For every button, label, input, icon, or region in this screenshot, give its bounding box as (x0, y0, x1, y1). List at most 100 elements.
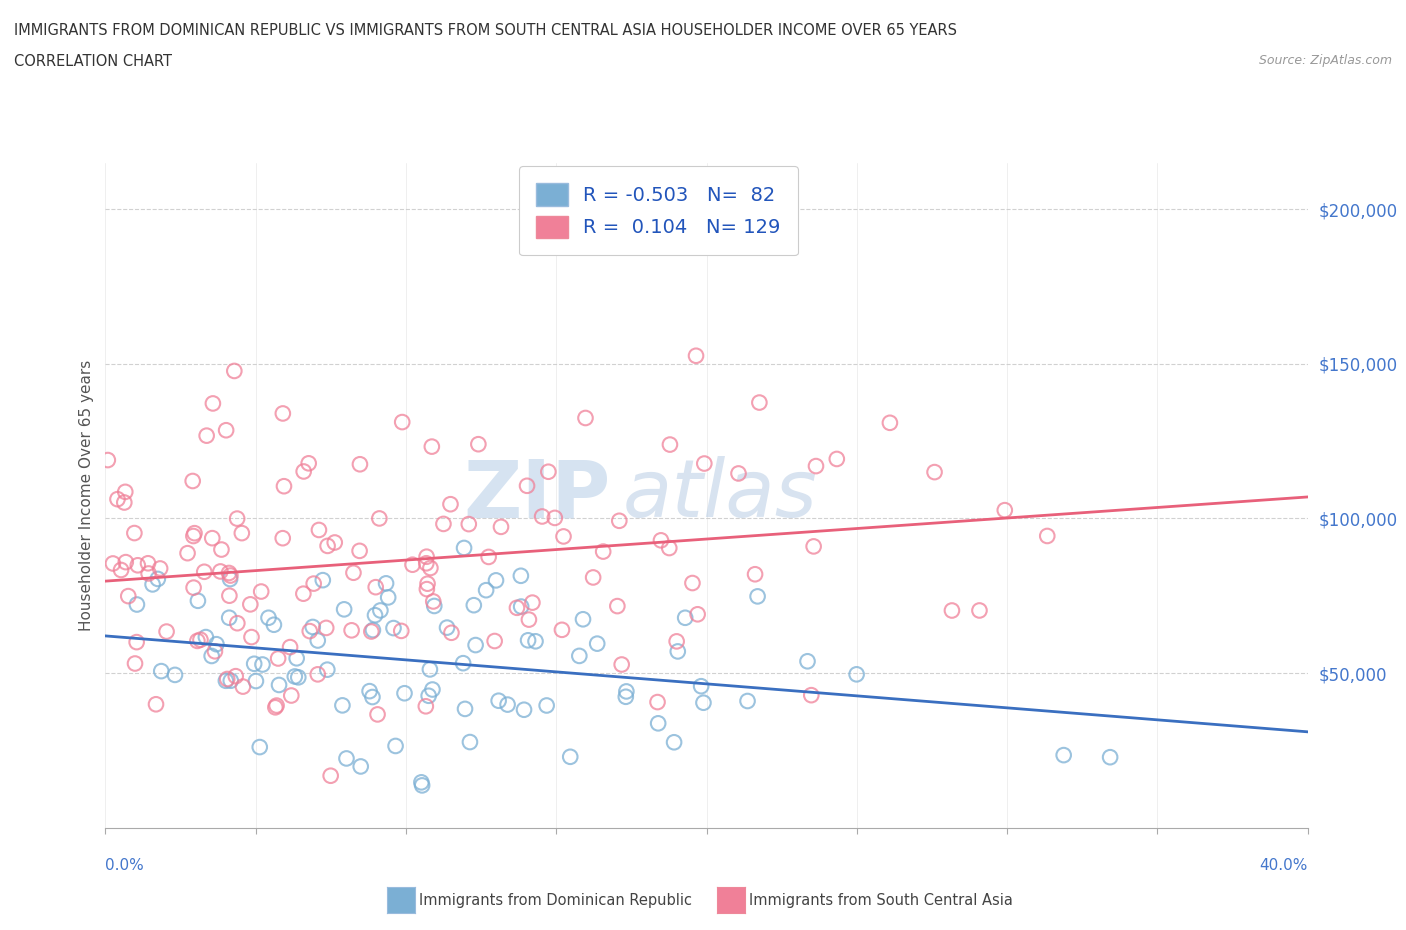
Point (415, 556, 437, 571)
Point (416, 577, 439, 591)
Point (301, 619, 323, 634)
Point (467, 437, 489, 452)
Point (666, 644, 689, 658)
Point (382, 620, 405, 635)
Point (107, 492, 129, 507)
Point (484, 633, 506, 648)
Point (142, 577, 165, 591)
Point (423, 599, 446, 614)
Point (574, 410, 596, 425)
Text: Immigrants from Dominican Republic: Immigrants from Dominican Republic (419, 893, 692, 908)
Point (453, 540, 475, 555)
Point (183, 580, 205, 595)
Point (359, 684, 381, 698)
Point (257, 610, 280, 625)
Point (747, 589, 769, 604)
Point (924, 465, 946, 480)
Point (278, 640, 301, 655)
Point (150, 664, 173, 679)
Point (349, 457, 371, 472)
Point (194, 630, 217, 644)
Point (1099, 750, 1122, 764)
Point (658, 437, 681, 452)
Point (686, 607, 709, 622)
Point (1053, 748, 1076, 763)
Point (308, 523, 330, 538)
Point (586, 636, 609, 651)
Point (271, 406, 294, 421)
Point (110, 563, 132, 578)
Point (391, 415, 413, 430)
Point (267, 678, 290, 693)
Point (537, 464, 560, 479)
Point (489, 520, 512, 535)
Point (510, 599, 533, 614)
Point (209, 564, 232, 578)
Point (690, 679, 713, 694)
Point (273, 479, 295, 494)
Point (249, 739, 271, 754)
Point (218, 589, 240, 604)
Point (458, 735, 481, 750)
Point (292, 464, 315, 479)
Point (307, 633, 329, 648)
Point (478, 550, 501, 565)
Point (292, 586, 315, 601)
Point (673, 610, 696, 625)
Point (284, 669, 307, 684)
Point (250, 584, 273, 599)
Point (364, 607, 387, 622)
Point (551, 622, 574, 637)
Point (333, 602, 356, 617)
Point (302, 577, 325, 591)
Point (803, 539, 825, 554)
Point (117, 589, 139, 604)
Point (114, 554, 136, 569)
Point (124, 525, 146, 540)
Point (800, 687, 823, 702)
Point (418, 688, 440, 703)
Point (298, 624, 321, 639)
Y-axis label: Householder Income Over 65 years: Householder Income Over 65 years (79, 360, 94, 631)
Point (263, 618, 285, 632)
Point (332, 698, 354, 712)
Point (610, 658, 633, 672)
Point (114, 485, 136, 499)
Point (285, 651, 308, 666)
Point (616, 684, 638, 698)
Point (149, 561, 172, 576)
Point (312, 573, 335, 588)
Point (163, 668, 186, 683)
Point (375, 576, 398, 591)
Text: atlas: atlas (623, 457, 817, 534)
Point (605, 232, 627, 247)
Point (319, 768, 342, 783)
Point (422, 682, 444, 697)
Text: 40.0%: 40.0% (1260, 857, 1308, 872)
Point (658, 540, 681, 555)
Point (101, 556, 124, 571)
Point (485, 573, 508, 588)
Point (340, 623, 363, 638)
Point (536, 698, 558, 713)
Point (692, 696, 714, 711)
Point (845, 667, 868, 682)
Text: IMMIGRANTS FROM DOMINICAN REPUBLIC VS IMMIGRANTS FROM SOUTH CENTRAL ASIA HOUSEHO: IMMIGRANTS FROM DOMINICAN REPUBLIC VS IM… (14, 23, 957, 38)
Point (422, 594, 444, 609)
Point (361, 623, 384, 638)
Point (994, 503, 1017, 518)
Text: Source: ZipAtlas.com: Source: ZipAtlas.com (1258, 54, 1392, 67)
Point (349, 543, 371, 558)
Point (217, 671, 239, 686)
Point (231, 525, 253, 540)
Point (475, 583, 498, 598)
Point (176, 546, 198, 561)
Point (436, 620, 458, 635)
Point (183, 528, 205, 543)
Point (553, 529, 575, 544)
Point (350, 759, 373, 774)
Point (183, 525, 205, 540)
Point (506, 601, 529, 616)
Point (219, 673, 242, 688)
Point (582, 570, 605, 585)
